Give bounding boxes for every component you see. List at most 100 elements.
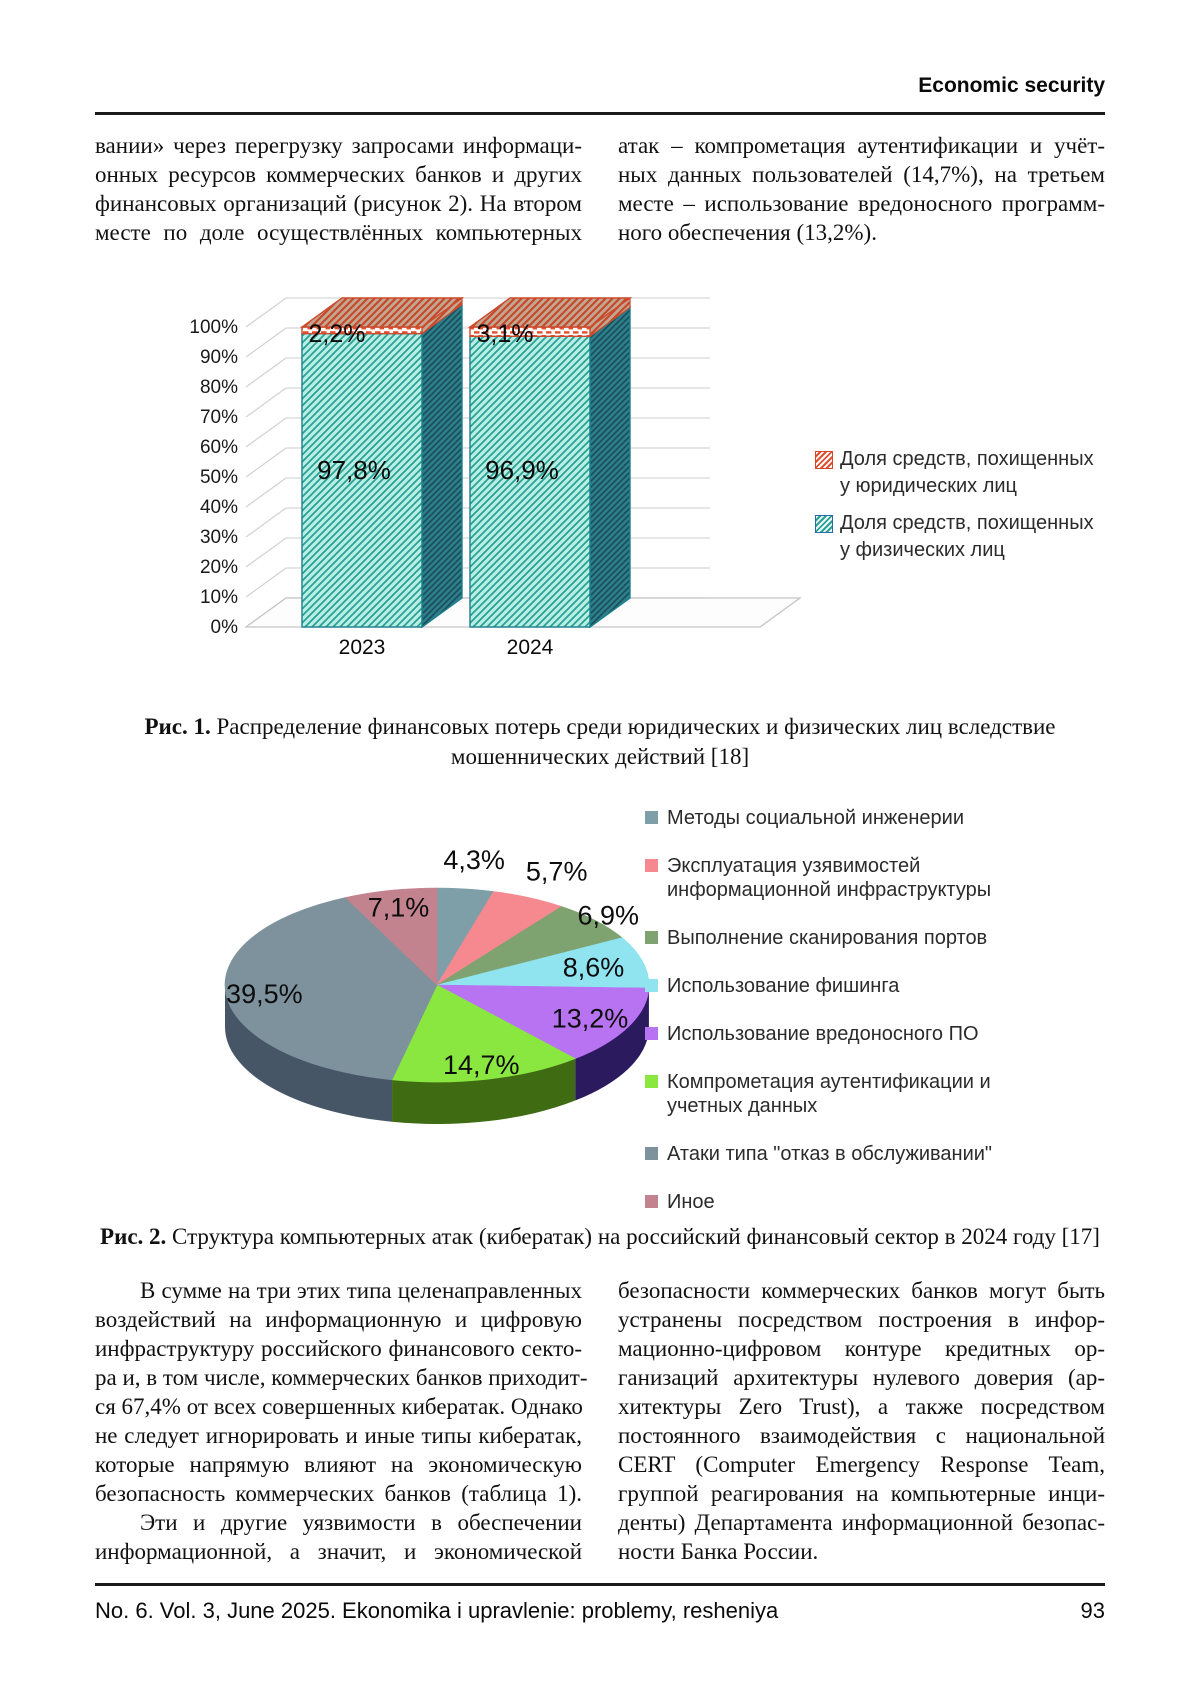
bottom-left-column: В сумме на три этих типа целенаправленны… <box>95 1276 588 1566</box>
y-tick-label: 100% <box>189 317 238 338</box>
legend-item: Компрометация аутентификации и учетных д… <box>645 1070 1045 1118</box>
text-line: ра и, в том числе, коммерческих банков п… <box>95 1365 588 1390</box>
legend-item: Использование фишинга <box>645 974 1045 998</box>
pie-value-label: 4,3% <box>443 845 505 875</box>
legend-swatch-icon <box>645 859 658 872</box>
legend-swatch-icon <box>645 931 658 944</box>
pie-value-label: 7,1% <box>368 892 430 922</box>
bar-chart-legend: Доля средств, похищенных у юридических л… <box>815 446 1115 574</box>
text-line: атак – компрометация аутентификации и уч… <box>618 133 1105 158</box>
pie-value-label: 8,6% <box>563 953 625 983</box>
legend-label: Использование вредоносного ПО <box>667 1023 979 1045</box>
figure1-caption-line1: Рис. 1. Распределение финансовых потерь … <box>144 714 1056 739</box>
pie-slice <box>344 887 438 986</box>
top-right-column: атак – компрометация аутентификации и уч… <box>618 131 1105 247</box>
text-line: месте по доле осуществлённых компьютерны… <box>95 220 582 245</box>
legend-label: Компрометация аутентификации и учетных д… <box>667 1071 991 1117</box>
pie-sides <box>224 985 650 1125</box>
legend-label: Методы социальной инженерии <box>667 807 965 829</box>
legend-item: Доля средств, похищенных у физических ли… <box>815 510 1115 564</box>
bar-value-label: 97,8% <box>317 455 391 485</box>
pie-slice <box>224 897 438 1081</box>
pie-slice <box>391 984 576 1083</box>
y-tick-label: 30% <box>200 527 238 548</box>
pie-slices <box>224 887 650 1083</box>
legend-item: Атаки типа "отказ в обслуживании" <box>645 1142 1045 1166</box>
text-line: ного обеспечения (13,2%). <box>618 220 877 245</box>
text-line: В сумме на три этих типа целенаправленны… <box>140 1278 582 1303</box>
legend-item: Эксплуатация узявимостей информационной … <box>645 854 1045 902</box>
y-tick-label: 80% <box>200 377 238 398</box>
legend-swatch-icon <box>645 979 658 992</box>
text-line: информационной, а значит, и экономическо… <box>95 1539 582 1564</box>
text-line: CERT (Computer Emergency Response Team, <box>618 1452 1105 1477</box>
pie-chart-svg: 4,3% 5,7% 6,9% 8,6% 13,2% 14,7% 39,5% 7,1% <box>224 845 650 1125</box>
text-line: финансовых организаций (рисунок 2). На в… <box>95 191 582 216</box>
text-line: месте – использование вредоносного прогр… <box>618 191 1105 216</box>
figure1-caption: Рис. 1. Распределение финансовых потерь … <box>95 712 1105 772</box>
y-tick-label: 50% <box>200 467 238 488</box>
legend-swatch-icon <box>645 1027 658 1040</box>
legend-swatch-icon <box>645 1147 658 1160</box>
bar-chart-yticks: 0% 10% 20% 30% 40% 50% 60% 70% 80% 90% 100% <box>189 317 238 638</box>
header-rule <box>95 112 1105 115</box>
y-tick-label: 40% <box>200 497 238 518</box>
text-line: Эти и другие уязвимости в обеспечении <box>140 1510 582 1535</box>
bar-3d <box>299 296 465 629</box>
legend-label: Эксплуатация узявимостей информационной … <box>667 855 992 901</box>
legend-item: Выполнение сканирования портов <box>645 926 1045 950</box>
top-left-column: вании» через перегрузку запросами информ… <box>95 131 582 247</box>
bottom-right-column: безопасности коммерческих банков могут б… <box>618 1276 1105 1566</box>
pie-value-label: 14,7% <box>443 1050 520 1080</box>
footer: No. 6. Vol. 3, June 2025. Ekonomika i up… <box>95 1598 1105 1624</box>
text-line: вании» через перегрузку запросами информ… <box>95 133 582 158</box>
pie-value-label: 13,2% <box>552 1003 629 1033</box>
pie-value-label: 6,9% <box>577 900 639 930</box>
text-line: мационно-цифровом контуре кредитных ор- <box>618 1336 1105 1361</box>
bar-top-value-label: 2,2% <box>309 320 366 348</box>
x-category-label: 2023 <box>339 636 386 659</box>
text-line: ся 67,4% от всех совершенных кибератак. … <box>95 1394 583 1419</box>
y-tick-label: 0% <box>211 617 239 638</box>
pie-slice-side <box>392 1058 576 1125</box>
text-line: онных ресурсов коммерческих банков и дру… <box>95 162 582 187</box>
text-line: хитектуры Zero Trust), а также посредств… <box>618 1394 1105 1419</box>
text-line: ности Банка России. <box>618 1539 819 1564</box>
text-line: которые напрямую влияют на экономическую <box>95 1452 582 1477</box>
pie-value-label: 5,7% <box>526 856 588 886</box>
pie-value-label: 39,5% <box>226 979 303 1009</box>
text-line: денты) Департамента информационной безоп… <box>618 1510 1105 1535</box>
text-line: устранены посредством построения в инфор… <box>618 1307 1105 1332</box>
legend-item: Использование вредоносного ПО <box>645 1022 1045 1046</box>
legend-swatch-icon <box>645 1075 658 1088</box>
legend-label: Атаки типа "отказ в обслуживании" <box>667 1143 993 1165</box>
y-tick-label: 60% <box>200 437 238 458</box>
legend-item: Иное <box>645 1190 1045 1214</box>
running-head: Economic security <box>918 74 1105 97</box>
y-tick-label: 70% <box>200 407 238 428</box>
bar-top-value-label: 3,1% <box>477 320 534 348</box>
y-tick-label: 20% <box>200 557 238 578</box>
text-line: инфраструктуру российского финансового с… <box>95 1336 582 1361</box>
x-category-label: 2024 <box>507 636 554 659</box>
text-line: группой реагирования на компьютерные инц… <box>618 1481 1105 1506</box>
text-line: ганизаций архитектуры нулевого доверия (… <box>618 1365 1105 1390</box>
y-tick-label: 90% <box>200 347 238 368</box>
figure1-caption-line2: мошеннических действий [18] <box>450 744 750 769</box>
text-line: безопасность коммерческих банков (таблиц… <box>95 1481 582 1506</box>
legend-label: Доля средств, похищенных у юридических л… <box>840 448 1094 497</box>
bar-value-label: 96,9% <box>485 455 559 485</box>
text-line: безопасности коммерческих банков могут б… <box>618 1278 1105 1303</box>
legend-label: Иное <box>667 1191 715 1213</box>
text-line: не следует игнорировать и иные типы кибе… <box>95 1423 582 1448</box>
pie-chart-legend: Методы социальной инженерии Эксплуатация … <box>645 806 1045 1238</box>
figure2-caption: Рис. 2. Структура компьютерных атак (киб… <box>100 1224 1100 1249</box>
figure2-caption-number: Рис. 2. <box>100 1224 167 1249</box>
legend-label: Доля средств, похищенных у физических ли… <box>840 512 1094 561</box>
footer-page-number: 93 <box>1080 1598 1105 1623</box>
bar-chart-svg: 0% 10% 20% 30% 40% 50% 60% 70% 80% 90% 100% 2,2% 97,… <box>189 296 803 659</box>
legend-item: Методы социальной инженерии <box>645 806 1045 830</box>
figure1-caption-number: Рис. 1. <box>144 714 211 739</box>
legend-swatch-icon <box>815 451 833 469</box>
